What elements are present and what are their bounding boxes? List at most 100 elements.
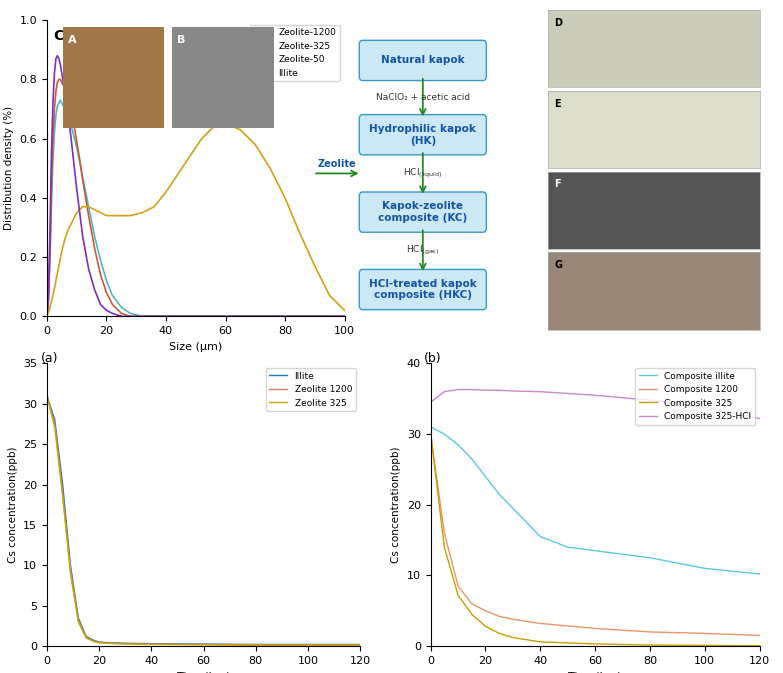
Zeolite-325	[51, 87, 60, 96]
Text: A: A	[68, 35, 77, 45]
Zeolite-325	[49, 105, 60, 113]
Zeolite-1200	[47, 200, 56, 208]
Zeolite-1200	[52, 102, 62, 110]
Illite	[161, 312, 171, 320]
Zeolite 1200	[107, 639, 117, 647]
Zeolite 1200	[89, 637, 99, 645]
Illite	[44, 289, 53, 297]
Illite	[138, 312, 147, 320]
Illite	[303, 641, 312, 649]
Zeolite 1200	[251, 641, 261, 649]
Illite	[146, 639, 156, 647]
Composite illite	[440, 430, 449, 438]
Composite 325-HCl	[590, 391, 600, 399]
Zeolite-325	[54, 75, 63, 83]
Text: C: C	[53, 29, 63, 43]
Illite	[42, 392, 52, 400]
Illite	[251, 312, 260, 320]
Composite illite	[563, 543, 572, 551]
Illite	[90, 285, 99, 293]
Zeolite-325	[340, 312, 349, 320]
Illite	[121, 639, 130, 647]
Text: HCl-treated kapok
composite (HKC): HCl-treated kapok composite (HKC)	[369, 279, 477, 300]
Illite	[66, 132, 75, 140]
Illite	[102, 306, 111, 314]
Composite illite	[536, 532, 545, 540]
Zeolite 325	[50, 424, 60, 432]
Zeolite-325	[72, 137, 81, 145]
Zeolite-50	[150, 203, 159, 211]
Zeolite-50	[325, 291, 334, 299]
Zeolite-325	[52, 78, 62, 86]
Zeolite-1200	[56, 96, 65, 104]
X-axis label: Time(hrs): Time(hrs)	[568, 672, 622, 673]
Zeolite-1200	[49, 129, 60, 137]
Composite 1200	[495, 612, 504, 621]
Zeolite-50	[265, 164, 275, 172]
Zeolite-325	[191, 312, 200, 320]
Text: F: F	[554, 180, 561, 189]
Zeolite-325	[102, 289, 111, 297]
Zeolite 1200	[66, 565, 75, 573]
Zeolite-1200	[221, 312, 230, 320]
Illite	[125, 312, 135, 320]
Composite 325	[467, 610, 477, 618]
Zeolite-325	[78, 176, 88, 184]
Zeolite-325	[75, 155, 85, 164]
Zeolite-1200	[63, 111, 73, 119]
Zeolite 1200	[303, 641, 312, 649]
Line: Zeolite-1200: Zeolite-1200	[47, 100, 345, 316]
Zeolite-1200	[42, 312, 52, 320]
Text: Hydrophilic kapok
(HK): Hydrophilic kapok (HK)	[370, 124, 476, 145]
Composite 1200	[645, 628, 655, 636]
Composite 1200	[453, 582, 463, 590]
Zeolite-50	[173, 170, 182, 178]
Zeolite-50	[45, 304, 55, 312]
Text: HCl$_{\mathrm{(liquid)}}$: HCl$_{\mathrm{(liquid)}}$	[403, 167, 442, 180]
Zeolite 1200	[58, 489, 67, 497]
Composite 325-HCl	[495, 386, 504, 394]
Zeolite-325	[117, 310, 126, 318]
Zeolite-1200	[69, 132, 78, 140]
Composite illite	[453, 441, 463, 449]
Composite illite	[521, 518, 531, 526]
Illite	[96, 300, 105, 308]
Illite	[74, 614, 83, 622]
Zeolite-1200	[45, 259, 55, 267]
Composite 325	[481, 623, 490, 631]
Zeolite-50	[69, 215, 78, 223]
Illite	[221, 312, 230, 320]
Line: Zeolite-50: Zeolite-50	[47, 124, 345, 316]
Composite illite	[508, 504, 518, 512]
Composite 325-HCl	[755, 415, 764, 423]
Composite 325	[536, 638, 545, 646]
Zeolite-1200	[251, 312, 260, 320]
Text: HCl$_{\mathrm{(gas)}}$: HCl$_{\mathrm{(gas)}}$	[406, 244, 439, 257]
Zeolite-50	[236, 126, 245, 134]
Zeolite-50	[72, 209, 81, 217]
Composite 325-HCl	[440, 388, 449, 396]
Zeolite-1200	[51, 111, 60, 119]
Composite 1200	[508, 615, 518, 623]
Zeolite 325	[121, 640, 130, 648]
Zeolite-1200	[78, 173, 88, 181]
Zeolite-325	[69, 120, 78, 128]
Zeolite-50	[125, 211, 135, 219]
Legend: Composite illite, Composite 1200, Composite 325, Composite 325-HCl: Composite illite, Composite 1200, Compos…	[635, 368, 755, 425]
Composite 1200	[467, 600, 477, 608]
Zeolite-1200	[117, 304, 126, 312]
Line: Composite 1200: Composite 1200	[431, 434, 760, 635]
Zeolite-1200	[60, 105, 70, 113]
Zeolite-50	[251, 141, 260, 149]
Text: E: E	[554, 99, 561, 108]
Zeolite-325	[42, 312, 52, 320]
Illite	[47, 149, 56, 157]
Zeolite 325	[89, 637, 99, 645]
Illite	[51, 55, 60, 63]
Text: Natural kapok: Natural kapok	[381, 55, 464, 65]
Zeolite-1200	[72, 143, 81, 151]
Zeolite-1200	[57, 99, 67, 107]
Composite 325-HCl	[481, 386, 490, 394]
Illite	[78, 232, 88, 240]
Zeolite 325	[303, 641, 312, 649]
